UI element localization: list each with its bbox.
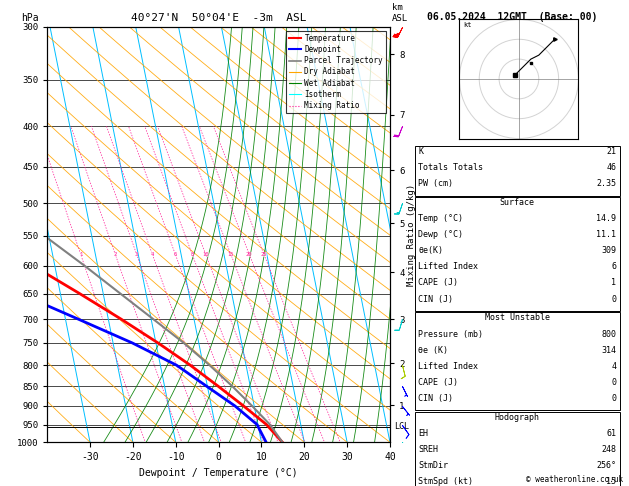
Text: km
ASL: km ASL — [392, 3, 408, 22]
Text: 10: 10 — [203, 252, 209, 257]
Text: 06.05.2024  12GMT  (Base: 00): 06.05.2024 12GMT (Base: 00) — [428, 12, 598, 22]
Text: EH: EH — [418, 429, 428, 438]
Text: 11.1: 11.1 — [596, 230, 616, 240]
Text: 2.35: 2.35 — [596, 179, 616, 189]
Text: hPa: hPa — [21, 13, 39, 22]
Text: 20: 20 — [246, 252, 252, 257]
Y-axis label: Mixing Ratio (g/kg): Mixing Ratio (g/kg) — [407, 183, 416, 286]
Text: SREH: SREH — [418, 445, 438, 454]
Text: 0: 0 — [611, 394, 616, 403]
Text: CIN (J): CIN (J) — [418, 295, 454, 304]
Text: Lifted Index: Lifted Index — [418, 362, 478, 371]
Text: 4: 4 — [151, 252, 154, 257]
Text: 46: 46 — [606, 163, 616, 173]
Text: Surface: Surface — [500, 198, 535, 208]
Text: 309: 309 — [601, 246, 616, 256]
Text: 800: 800 — [601, 330, 616, 339]
Text: 14.9: 14.9 — [596, 214, 616, 224]
Text: StmDir: StmDir — [418, 461, 448, 470]
Text: 15: 15 — [606, 477, 616, 486]
Text: θe(K): θe(K) — [418, 246, 443, 256]
Text: 256°: 256° — [596, 461, 616, 470]
Text: 4: 4 — [611, 362, 616, 371]
Text: Temp (°C): Temp (°C) — [418, 214, 464, 224]
Text: 6: 6 — [174, 252, 177, 257]
Text: 15: 15 — [228, 252, 234, 257]
Text: 6: 6 — [611, 262, 616, 272]
Text: © weatheronline.co.uk: © weatheronline.co.uk — [526, 474, 623, 484]
Text: 25: 25 — [260, 252, 267, 257]
Text: CIN (J): CIN (J) — [418, 394, 454, 403]
Text: Hodograph: Hodograph — [495, 413, 540, 422]
Text: Most Unstable: Most Unstable — [485, 313, 550, 323]
Text: 21: 21 — [606, 147, 616, 156]
Text: CAPE (J): CAPE (J) — [418, 378, 459, 387]
Text: 0: 0 — [611, 378, 616, 387]
Text: 8: 8 — [191, 252, 194, 257]
Text: LCL: LCL — [394, 422, 409, 431]
Text: Dewp (°C): Dewp (°C) — [418, 230, 464, 240]
Text: PW (cm): PW (cm) — [418, 179, 454, 189]
Title: 40°27'N  50°04'E  -3m  ASL: 40°27'N 50°04'E -3m ASL — [131, 13, 306, 23]
Text: K: K — [418, 147, 423, 156]
Text: Totals Totals: Totals Totals — [418, 163, 483, 173]
Text: 248: 248 — [601, 445, 616, 454]
Text: Pressure (mb): Pressure (mb) — [418, 330, 483, 339]
Text: 314: 314 — [601, 346, 616, 355]
Legend: Temperature, Dewpoint, Parcel Trajectory, Dry Adiabat, Wet Adiabat, Isotherm, Mi: Temperature, Dewpoint, Parcel Trajectory… — [286, 31, 386, 113]
Text: CAPE (J): CAPE (J) — [418, 278, 459, 288]
Text: StmSpd (kt): StmSpd (kt) — [418, 477, 473, 486]
Text: θe (K): θe (K) — [418, 346, 448, 355]
Text: 61: 61 — [606, 429, 616, 438]
Text: kt: kt — [464, 22, 472, 28]
Text: 1: 1 — [79, 252, 82, 257]
Text: 3: 3 — [135, 252, 138, 257]
X-axis label: Dewpoint / Temperature (°C): Dewpoint / Temperature (°C) — [139, 468, 298, 478]
Text: 0: 0 — [611, 295, 616, 304]
Text: Lifted Index: Lifted Index — [418, 262, 478, 272]
Text: 2: 2 — [114, 252, 117, 257]
Text: 1: 1 — [611, 278, 616, 288]
